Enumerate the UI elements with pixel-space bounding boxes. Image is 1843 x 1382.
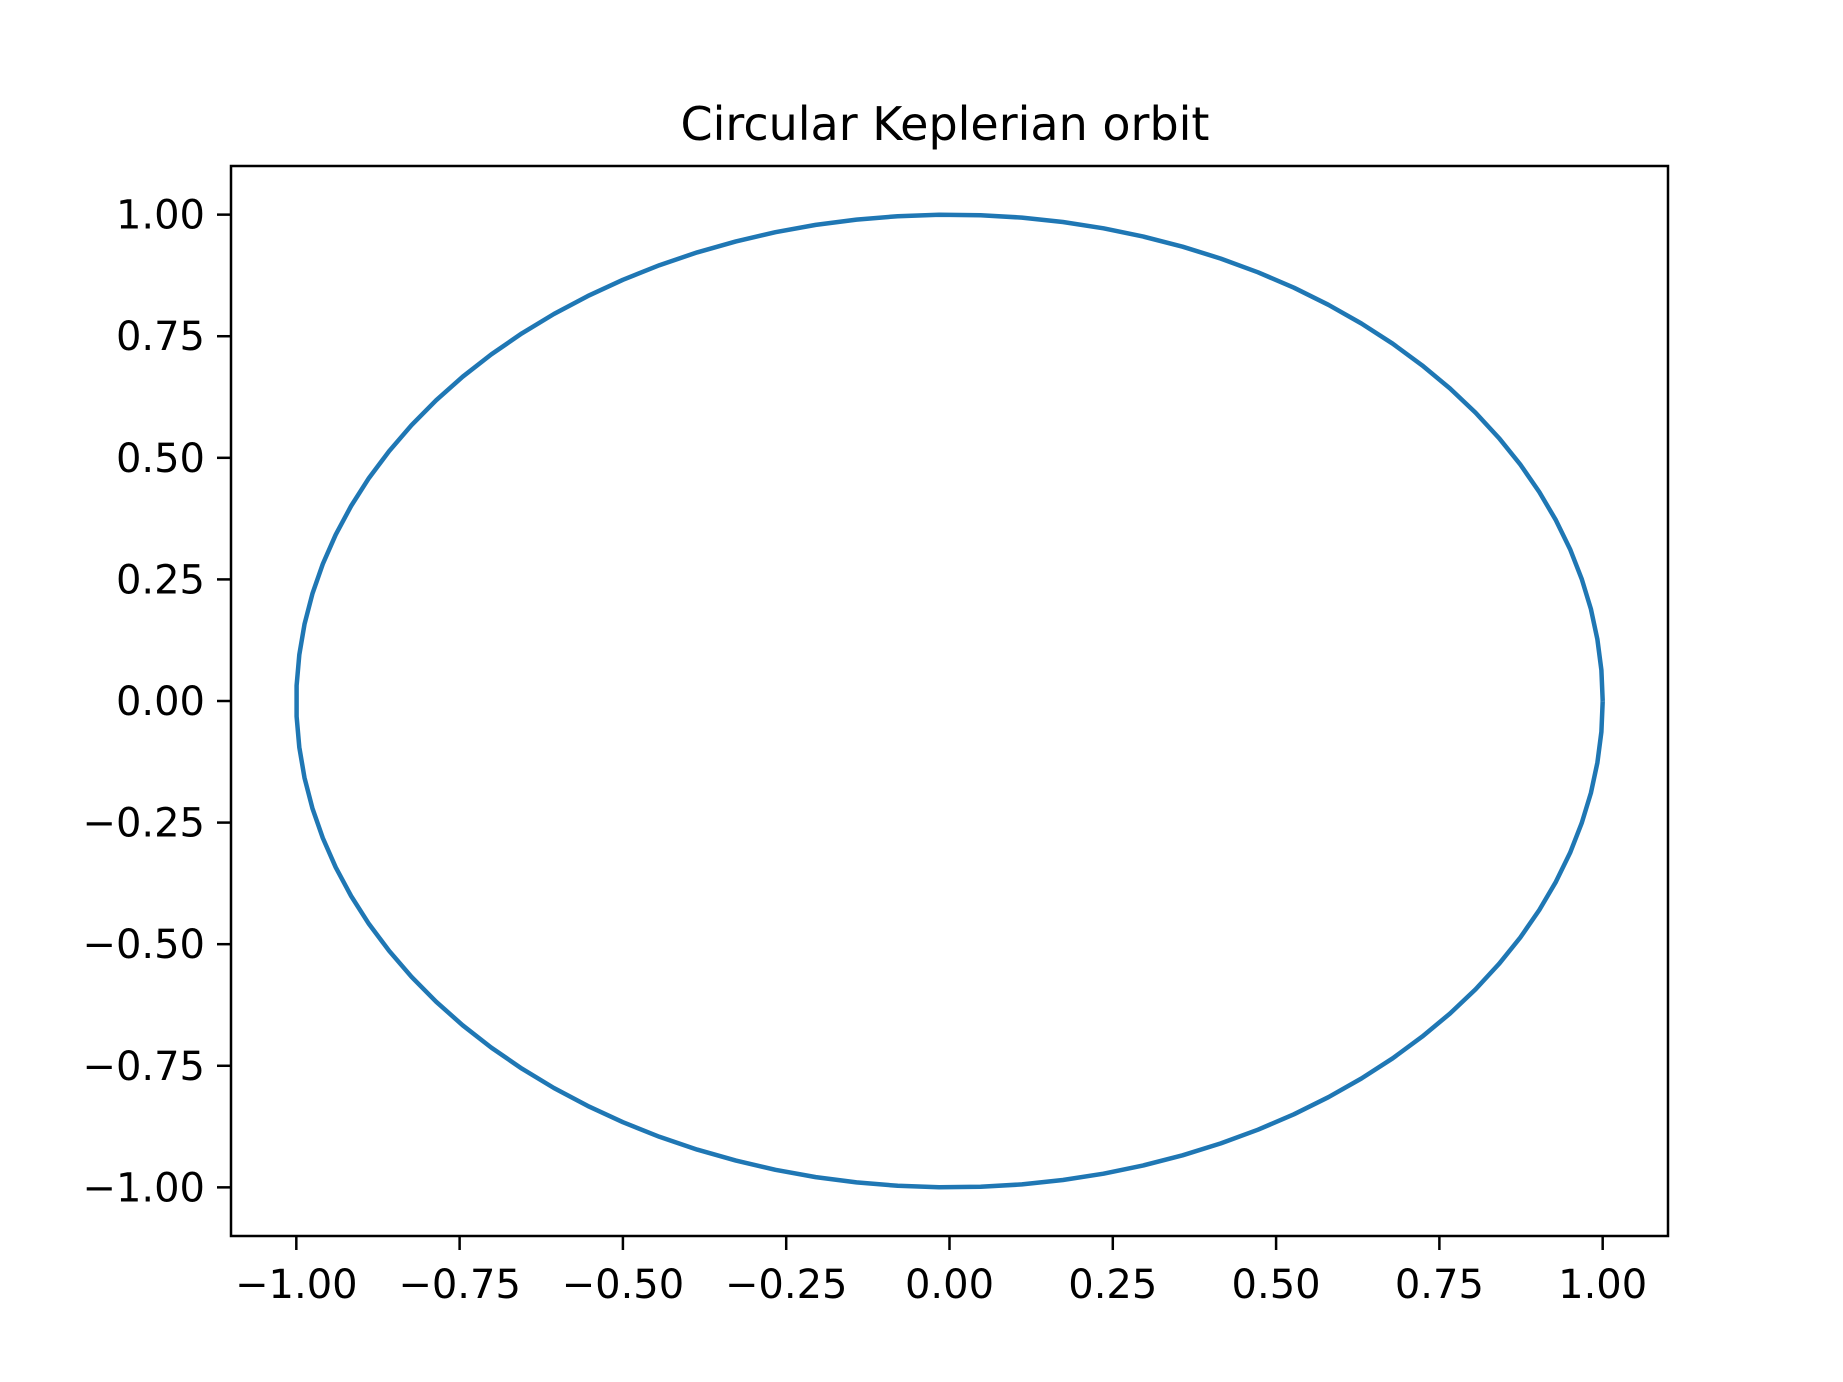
y-axis: 1.00 0.75 0.50 0.25 0.00 −0.25 −0.50 −0.75 −1.00	[82, 193, 231, 1211]
x-tick-label: −0.50	[562, 1262, 685, 1308]
y-tick-label: 0.75	[116, 314, 205, 360]
x-tick-label: −1.00	[235, 1262, 358, 1308]
plot-area	[294, 212, 1605, 1190]
x-tick-label: 0.75	[1395, 1262, 1484, 1308]
y-tick-label: −0.25	[82, 801, 205, 847]
x-tick-label: 0.25	[1068, 1262, 1157, 1308]
orbit-line	[294, 212, 1605, 1190]
y-tick-label: 0.25	[116, 557, 205, 603]
x-tick-label: 0.00	[905, 1262, 994, 1308]
x-tick-label: −0.75	[398, 1262, 521, 1308]
chart-title: Circular Keplerian orbit	[681, 97, 1210, 151]
y-tick-label: −0.50	[82, 922, 205, 968]
y-tick-label: 0.00	[116, 679, 205, 725]
x-tick-label: 1.00	[1558, 1262, 1647, 1308]
y-tick-label: 0.50	[116, 436, 205, 482]
y-tick-label: 1.00	[116, 193, 205, 239]
x-axis: −1.00 −0.75 −0.50 −0.25 0.00 0.25 0.50 0.75 1.00	[235, 1236, 1647, 1308]
y-tick-label: −1.00	[82, 1165, 205, 1211]
x-tick-label: −0.25	[725, 1262, 848, 1308]
x-tick-label: 0.50	[1232, 1262, 1321, 1308]
axes-frame	[229, 164, 1670, 1238]
y-tick-label: −0.75	[82, 1044, 205, 1090]
